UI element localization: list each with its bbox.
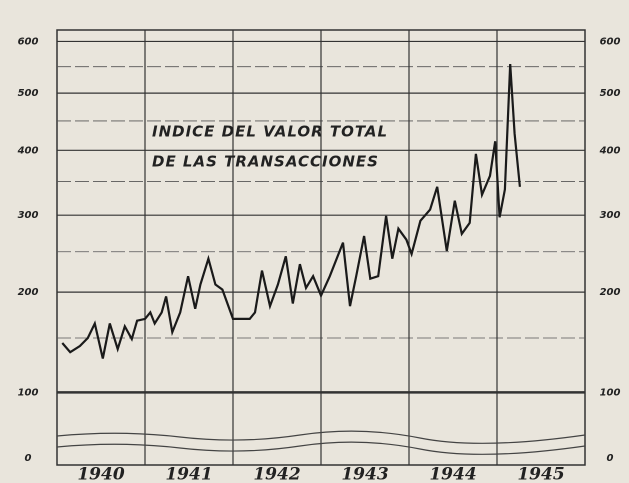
y-tick-label: 100 [18,387,39,398]
x-tick-label: 1943 [341,465,388,483]
y-tick-label: 600 [18,36,39,47]
y-tick-label: 400 [17,145,39,156]
title-box [140,115,400,177]
x-tick-label: 1945 [517,465,564,483]
x-tick-label: 1941 [165,465,212,483]
y-tick-label-right: 200 [600,287,621,298]
y-tick-label-right: 0 [607,453,614,464]
y-tick-label-right: 500 [600,88,621,99]
grid [57,30,585,465]
y-tick-label-right: 600 [600,36,621,47]
x-tick-label: 1940 [77,465,124,483]
chart-title: DE LAS TRANSACCIONES [152,153,379,171]
axis-break [56,441,586,455]
data-line [61,64,521,359]
y-tick-label-right: 300 [600,210,621,221]
y-tick-label: 0 [25,453,32,464]
x-tick-label: 1944 [429,465,476,483]
axis-break [56,430,586,444]
y-tick-label: 500 [18,88,39,99]
x-tick-label: 1942 [253,465,300,483]
y-tick-label: 300 [18,210,39,221]
y-tick-label-right: 400 [599,145,621,156]
y-tick-label-right: 100 [600,387,621,398]
chart-title: INDICE DEL VALOR TOTAL [152,123,388,141]
y-tick-label: 200 [18,287,39,298]
